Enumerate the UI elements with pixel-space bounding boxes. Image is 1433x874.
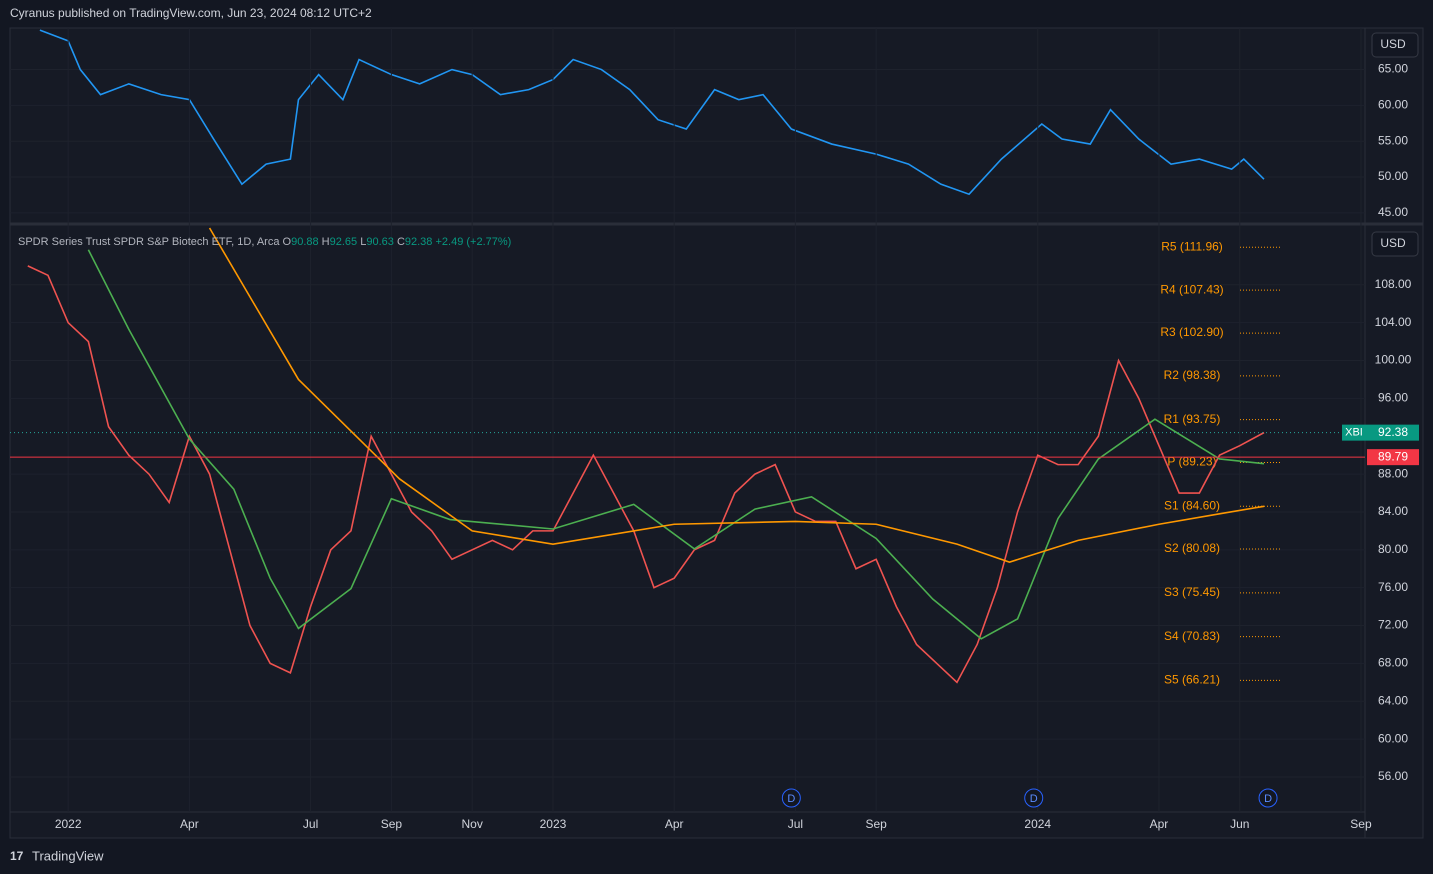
y-tick-label: 65.00 <box>1378 62 1408 76</box>
price-tag-label: 92.38 <box>1378 425 1408 439</box>
y-tick-label: 104.00 <box>1375 315 1412 329</box>
pivot-label: S1 (84.60) <box>1164 498 1220 512</box>
currency[interactable]: USD <box>1380 236 1406 250</box>
x-tick-label: Nov <box>461 817 482 831</box>
legend-high: 92.65 <box>330 236 358 248</box>
legend-title: SPDR Series Trust SPDR S&P Biotech ETF, … <box>18 236 280 248</box>
pivot-label: R4 (107.43) <box>1160 282 1223 296</box>
price-line <box>27 265 1265 684</box>
price-tag <box>1367 424 1419 441</box>
y-tick-label: 68.00 <box>1378 656 1408 670</box>
pivot-label: S3 (75.45) <box>1164 585 1220 599</box>
y-tick-label: 60.00 <box>1378 98 1408 112</box>
legend-open: 90.88 <box>291 236 319 248</box>
x-tick-label: 2024 <box>1024 817 1051 831</box>
dividend-marker <box>781 788 801 808</box>
pivot-label: R5 (111.96) <box>1161 239 1223 253</box>
brand: TradingView <box>32 848 104 863</box>
pivot-label: S2 (80.08) <box>1164 541 1220 555</box>
x-tick-label: Sep <box>381 817 403 831</box>
x-tick-label: 2022 <box>55 817 82 831</box>
x-tick-label: Jun <box>1230 817 1249 831</box>
price-line <box>208 227 1265 563</box>
currency-button[interactable]: USD <box>1371 231 1419 257</box>
y-tick-label: 96.00 <box>1378 391 1408 405</box>
dividend-label: D <box>1030 793 1038 805</box>
pivot-label: R1 (93.75) <box>1164 412 1221 426</box>
symbol-label: XBI <box>1345 427 1363 439</box>
legend-o_label: O <box>283 236 292 248</box>
legend-change: +2.49 (+2.77%) <box>435 236 511 248</box>
y-tick-label: 100.00 <box>1375 353 1412 367</box>
y-tick-label: 45.00 <box>1378 205 1408 219</box>
x-tick-label: Apr <box>180 817 199 831</box>
chart-frame <box>9 27 1424 839</box>
y-tick-label: 80.00 <box>1378 542 1408 556</box>
currency-box[interactable] <box>1371 32 1419 58</box>
legend: SPDR Series Trust SPDR S&P Biotech ETF, … <box>18 236 511 248</box>
y-tick-label: 76.00 <box>1378 580 1408 594</box>
pivot-label: S4 (70.83) <box>1164 629 1220 643</box>
y-tick-label: 64.00 <box>1378 693 1408 707</box>
pivot-label: R2 (98.38) <box>1164 368 1221 382</box>
x-tick-label: Jul <box>788 817 803 831</box>
y-tick-label: 60.00 <box>1378 731 1408 745</box>
y-tick-label: 108.00 <box>1375 277 1412 291</box>
price-line <box>39 29 1265 196</box>
pivot-label: S5 (66.21) <box>1164 673 1220 687</box>
publish-info: Cyranus published on TradingView.com, Ju… <box>10 6 372 20</box>
x-tick-label: Apr <box>1150 817 1169 831</box>
legend-l_label: L <box>360 236 366 248</box>
currency-box[interactable] <box>1371 231 1419 257</box>
currency[interactable]: USD <box>1380 37 1406 51</box>
dividend-label: D <box>1264 793 1272 805</box>
pivot-label: P (89.23) <box>1167 455 1216 469</box>
x-tick-label: Sep <box>865 817 887 831</box>
pivot-label: R3 (102.90) <box>1160 325 1223 339</box>
y-tick-label: 56.00 <box>1378 769 1408 783</box>
dividend-marker <box>1024 788 1044 808</box>
dividend-label: D <box>787 793 795 805</box>
legend-h_label: H <box>322 236 330 248</box>
price-tag <box>1367 449 1419 466</box>
x-tick-label: 2023 <box>540 817 567 831</box>
y-tick-label: 72.00 <box>1378 618 1408 632</box>
y-tick-label: 55.00 <box>1378 133 1408 147</box>
legend-close: 92.38 <box>405 236 433 248</box>
y-tick-label: 84.00 <box>1378 504 1408 518</box>
dividend-marker <box>1258 788 1278 808</box>
price-tag-label: 89.79 <box>1378 449 1408 463</box>
x-tick-label: Sep <box>1350 817 1372 831</box>
price-line <box>87 249 1265 640</box>
x-tick-label: Jul <box>303 817 318 831</box>
y-tick-label: 50.00 <box>1378 169 1408 183</box>
brand-logo: 17 <box>10 849 24 863</box>
legend-low: 90.63 <box>366 236 394 248</box>
symbol-tag <box>1342 424 1367 441</box>
currency-button[interactable]: USD <box>1371 32 1419 58</box>
y-tick-label: 88.00 <box>1378 466 1408 480</box>
legend-c_label: C <box>397 236 405 248</box>
x-tick-label: Apr <box>665 817 684 831</box>
